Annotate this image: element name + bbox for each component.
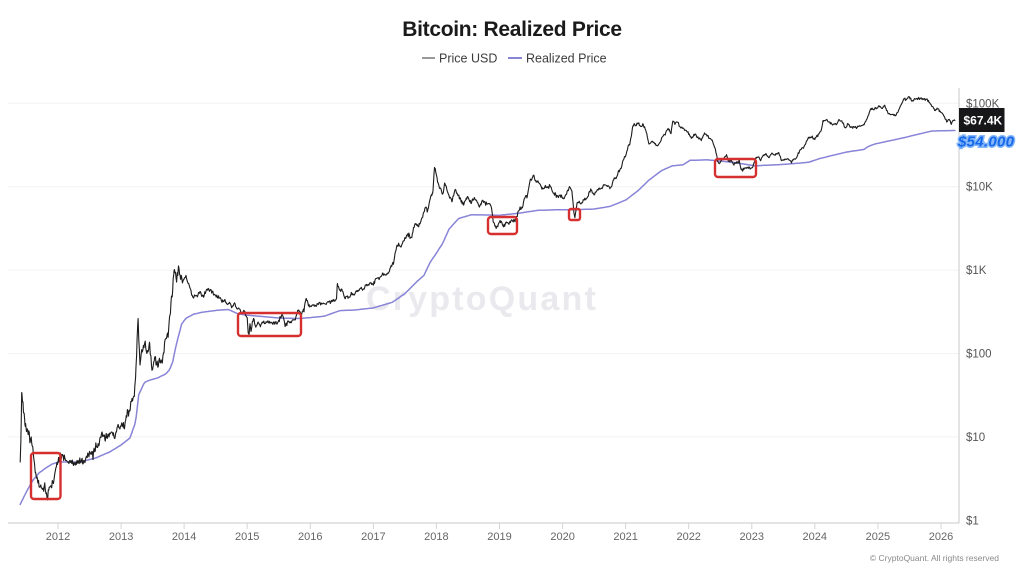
svg-text:$100K: $100K bbox=[966, 98, 1000, 110]
svg-text:2025: 2025 bbox=[866, 531, 890, 543]
svg-text:2013: 2013 bbox=[109, 531, 133, 543]
svg-text:Bitcoin: Realized Price: Bitcoin: Realized Price bbox=[402, 18, 622, 41]
svg-text:$1K: $1K bbox=[966, 265, 987, 277]
svg-text:$100: $100 bbox=[966, 349, 992, 361]
svg-text:2015: 2015 bbox=[235, 531, 259, 543]
svg-text:2024: 2024 bbox=[803, 531, 827, 543]
svg-text:Realized Price: Realized Price bbox=[526, 52, 607, 66]
svg-text:Price USD: Price USD bbox=[439, 52, 497, 66]
svg-text:2018: 2018 bbox=[424, 531, 448, 543]
svg-text:2017: 2017 bbox=[361, 531, 385, 543]
svg-text:2014: 2014 bbox=[172, 531, 196, 543]
svg-text:$10: $10 bbox=[966, 432, 985, 444]
svg-text:2026: 2026 bbox=[929, 531, 953, 543]
svg-text:$10K: $10K bbox=[966, 182, 993, 194]
svg-text:2020: 2020 bbox=[550, 531, 574, 543]
svg-text:$1: $1 bbox=[966, 515, 979, 527]
svg-text:2023: 2023 bbox=[740, 531, 764, 543]
svg-text:2022: 2022 bbox=[676, 531, 700, 543]
svg-text:CryptoQuant: CryptoQuant bbox=[366, 280, 598, 318]
svg-text:2021: 2021 bbox=[613, 531, 637, 543]
svg-text:2019: 2019 bbox=[487, 531, 511, 543]
svg-text:$54.000: $54.000 bbox=[957, 134, 1015, 151]
svg-text:© CryptoQuant. All rights rese: © CryptoQuant. All rights reserved bbox=[870, 553, 999, 563]
svg-text:$67.4K: $67.4K bbox=[964, 114, 1003, 128]
svg-text:2016: 2016 bbox=[298, 531, 322, 543]
svg-text:2012: 2012 bbox=[46, 531, 70, 543]
